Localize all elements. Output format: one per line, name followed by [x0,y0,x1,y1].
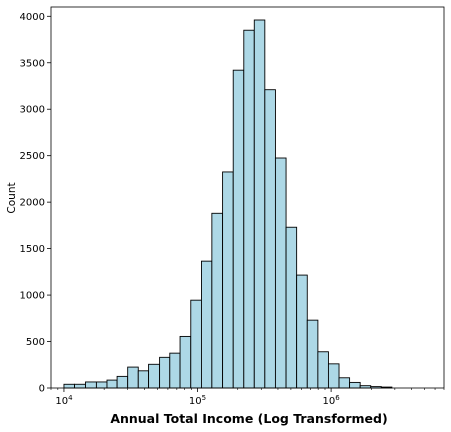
histogram-bar [243,29,255,389]
histogram-bar [306,319,319,389]
y-tick-label: 2500 [20,151,45,162]
y-tick-label: 0 [39,384,45,395]
x-tick-label: 106 [323,394,341,407]
histogram-bar [317,351,329,389]
x-tick-label: 105 [189,394,206,407]
histogram-bar [232,69,245,389]
histogram-bar [211,212,224,389]
histogram-bar [116,375,129,389]
histogram-bar [349,381,361,389]
histogram-bar [222,171,234,389]
histogram-bar [285,226,298,389]
x-axis-ticks: 104 105 106 [50,388,445,407]
y-tick-label: 4000 [20,12,45,23]
y-tick-label: 3000 [20,105,45,116]
y-tick-label: 1500 [20,244,45,255]
y-tick-label: 500 [26,337,45,348]
y-tick-label: 3500 [20,58,45,69]
histogram-bar [190,299,202,389]
histogram-bar [274,157,287,389]
histogram-bar [74,383,86,389]
histogram-bar [148,363,161,389]
histogram-bar [253,19,266,389]
y-tick-label: 1000 [20,291,45,302]
histogram-bar [200,260,213,389]
histogram-bar [338,377,351,389]
histogram-bar [106,379,118,389]
histogram-bar [95,381,108,389]
histogram-bar [159,356,171,389]
x-tick-label: 104 [55,394,73,407]
x-axis-title: Annual Total Income (Log Transformed) [110,411,387,426]
histogram-bar [179,335,192,389]
histogram-bar [327,363,340,389]
y-axis-title: Count [6,182,18,213]
histogram-bar [137,370,150,389]
histogram-bar [127,366,139,389]
histogram-bar [85,381,97,389]
histogram-bar [63,383,75,389]
histogram-bar [169,352,181,389]
y-tick-label: 2000 [20,198,45,209]
plot-frame [50,6,445,389]
histogram-bar [264,89,276,389]
y-axis-ticks: 0 500 1000 1500 2000 2500 3000 3500 4000 [20,12,51,395]
histogram-bar [296,274,308,389]
